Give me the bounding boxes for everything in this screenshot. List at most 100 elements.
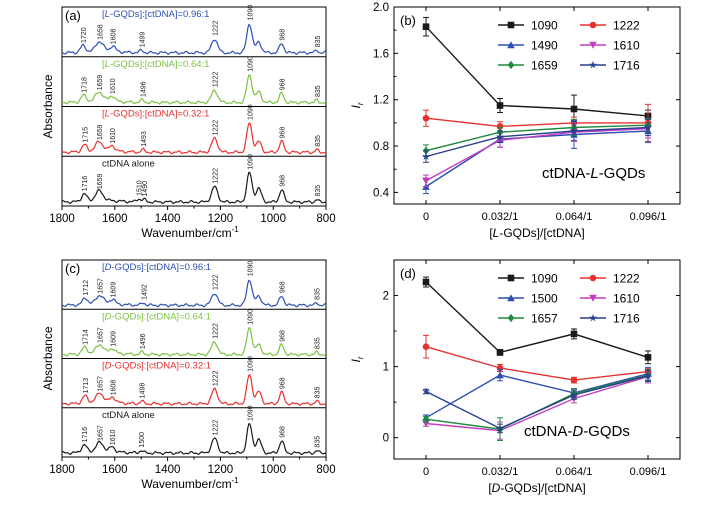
data-point — [570, 376, 578, 384]
peak-label: 1657 — [98, 327, 105, 343]
peak-label: 1657 — [98, 425, 105, 441]
y-tick-label: 0.4 — [373, 187, 390, 199]
peak-label: 1222 — [213, 420, 220, 436]
data-point — [422, 114, 430, 122]
legend-label: 1500 — [531, 292, 558, 306]
x-axis-label-sup: -1 — [232, 476, 240, 485]
data-point — [421, 152, 431, 160]
y-axis-label: Absorbance — [41, 74, 55, 138]
peak-label: 1496 — [140, 81, 147, 97]
annotation-part: ctDNA- — [542, 165, 590, 182]
lane-label-part: [ — [102, 109, 105, 120]
lane-label: ctDNA alone — [102, 410, 155, 421]
peak-label: 835 — [315, 135, 322, 147]
legend-marker — [589, 294, 597, 302]
peak-label: 835 — [315, 288, 322, 300]
x-tick-label: 1600 — [102, 464, 128, 476]
peak-label: 1090 — [247, 154, 254, 170]
lane-label-part: ctDNA alone — [102, 158, 155, 169]
peak-label: 1714 — [83, 329, 90, 345]
y-tick-label: 2 — [383, 291, 389, 303]
legend-marker — [507, 274, 515, 282]
peak-label: 1499 — [139, 32, 146, 48]
x-tick-label: 0.096/1 — [630, 211, 667, 223]
series-line — [425, 346, 649, 381]
x-tick-label: 1200 — [208, 213, 234, 225]
peak-label: 968 — [280, 377, 287, 389]
series-1090 — [422, 276, 652, 365]
legend: 1090 1222 1500 1610 1657 1716 — [498, 272, 640, 326]
y-tick-label: 0.8 — [373, 141, 389, 153]
peak-label: 1222 — [213, 370, 220, 386]
series-1716 — [421, 118, 653, 163]
peak-label: 1715 — [82, 127, 89, 143]
lane-label-part: L — [105, 109, 110, 120]
peak-label: 968 — [280, 175, 287, 187]
data-point — [496, 349, 504, 356]
legend-label: 1716 — [613, 312, 640, 326]
lane-label-part: -GQDs]:[ctDNA]=0.64:1 — [110, 59, 210, 70]
x-tick-label: 1000 — [260, 213, 286, 225]
x-axis-label-part: [ — [489, 226, 493, 240]
x-tick-label: 1800 — [49, 464, 75, 476]
x-tick-label: 0.064/1 — [556, 211, 593, 223]
x-axis-label-part: -GQDs]/[ctDNA] — [499, 226, 584, 240]
peak-label: 1659 — [97, 173, 104, 189]
legend-label: 1657 — [531, 312, 558, 326]
spectrum-line — [61, 122, 327, 155]
peak-label: 1222 — [213, 20, 220, 36]
lane-label-part: D — [105, 262, 112, 273]
x-tick-label: 1200 — [208, 464, 234, 476]
panel-tag: (c) — [65, 261, 80, 276]
legend-marker — [507, 313, 515, 323]
peak-label: 835 — [315, 35, 322, 47]
legend-marker — [588, 313, 598, 322]
x-tick-label: 800 — [316, 464, 335, 476]
series-line — [425, 373, 649, 419]
lane-label-part: L — [105, 9, 110, 20]
peak-label: 968 — [280, 127, 287, 139]
peak-label: 1609 — [110, 282, 117, 298]
legend-label: 1716 — [613, 59, 640, 73]
y-axis-label: Ir — [349, 356, 365, 362]
legend-marker — [507, 21, 515, 29]
y-axis-label: Absorbance — [41, 326, 55, 390]
lane-label: [L-GQDs]:[ctDNA]=0.64:1 — [102, 59, 209, 70]
data-point — [421, 387, 431, 395]
x-tick-label: 1000 — [260, 464, 286, 476]
series-1716 — [421, 369, 653, 434]
x-axis-label: [L-GQDs]/[ctDNA] — [489, 226, 584, 240]
legend-label: 1659 — [531, 59, 558, 73]
x-axis-label: Wavenumber/cm-1 — [141, 225, 239, 240]
data-point — [570, 330, 578, 338]
spectrum-line — [62, 327, 327, 357]
x-axis-label-sup: -1 — [232, 225, 240, 234]
peak-label: 1222 — [213, 71, 220, 87]
peak-label: 968 — [280, 426, 287, 438]
legend-marker — [589, 274, 597, 282]
x-tick-label: 1400 — [155, 213, 181, 225]
peak-label: 1716 — [82, 176, 89, 192]
data-point — [569, 390, 579, 399]
peak-label: 835 — [315, 85, 322, 97]
peak-label: 1090 — [247, 356, 254, 372]
data-point — [422, 23, 430, 30]
series-line — [425, 124, 649, 152]
panel-tag: (d) — [400, 266, 416, 281]
peak-label: 1610 — [110, 78, 117, 94]
x-axis-label: [D-GQDs]/[ctDNA] — [488, 481, 585, 495]
peak-label: 1718 — [82, 77, 89, 93]
series-line — [425, 375, 649, 430]
spectrum-line — [61, 423, 327, 456]
lane-label-part: [ — [102, 262, 105, 273]
peak-label: 1659 — [97, 75, 104, 91]
peak-label: 835 — [315, 436, 322, 448]
x-tick-label: 0.032/1 — [482, 211, 519, 223]
plot-frame — [393, 6, 681, 205]
x-tick-label: 1600 — [102, 213, 128, 225]
data-point — [422, 177, 430, 185]
y-axis-label: Ir — [349, 102, 365, 108]
lane-label-part: D — [105, 361, 112, 372]
